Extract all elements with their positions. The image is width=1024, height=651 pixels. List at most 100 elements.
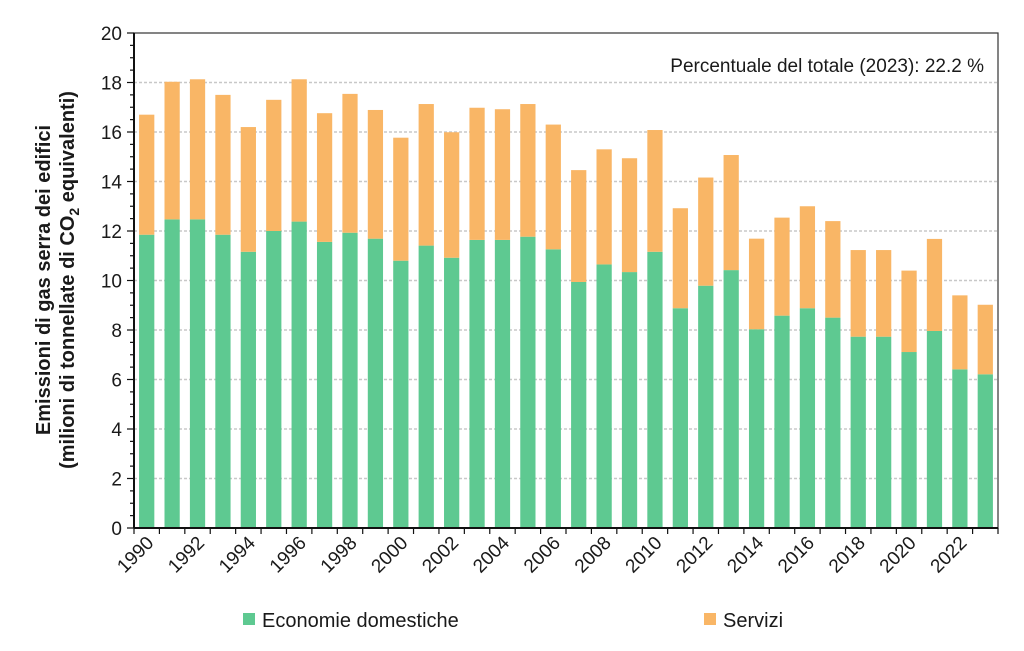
x-tick-label-2012: 2012 xyxy=(673,533,718,578)
bar-servizi-2013 xyxy=(723,155,739,271)
x-tick-label-1992: 1992 xyxy=(164,533,209,578)
bar-economie-domestiche-1990 xyxy=(139,234,155,528)
legend-label-servizi: Servizi xyxy=(723,610,783,632)
bar-servizi-2000 xyxy=(393,137,409,261)
x-tick-label-1998: 1998 xyxy=(317,533,362,578)
bar-servizi-2001 xyxy=(418,104,434,246)
bar-servizi-2009 xyxy=(621,158,638,273)
y-axis-title-line1: Emissioni di gas serra dei edifici xyxy=(33,125,55,435)
bars-group xyxy=(139,79,993,529)
bar-economie-domestiche-2018 xyxy=(850,336,866,528)
bar-servizi-1990 xyxy=(139,114,155,235)
x-tick-label-1994: 1994 xyxy=(215,532,260,577)
bar-economie-domestiche-1993 xyxy=(215,234,231,528)
y-tick-label-6: 6 xyxy=(111,371,122,392)
x-tick-label-2008: 2008 xyxy=(571,533,616,578)
bar-economie-domestiche-2012 xyxy=(698,285,714,528)
bar-economie-domestiche-1991 xyxy=(164,219,180,528)
bar-servizi-2007 xyxy=(571,170,587,282)
bar-servizi-2021 xyxy=(926,238,943,331)
x-tick-label-2014: 2014 xyxy=(723,532,768,577)
bar-economie-domestiche-2014 xyxy=(748,329,765,528)
x-tick-label-2022: 2022 xyxy=(927,533,972,578)
bar-servizi-1995 xyxy=(266,99,282,231)
bar-servizi-2016 xyxy=(799,206,816,309)
x-tick-label-2020: 2020 xyxy=(876,533,921,578)
y-tick-label-16: 16 xyxy=(101,123,122,144)
bar-servizi-2023 xyxy=(977,304,993,375)
bar-economie-domestiche-1992 xyxy=(189,219,206,528)
y-tick-label-10: 10 xyxy=(101,272,122,293)
bar-economie-domestiche-2021 xyxy=(926,330,943,528)
y-tick-label-2: 2 xyxy=(111,470,122,491)
bar-economie-domestiche-2011 xyxy=(672,308,688,528)
x-tick-label-2004: 2004 xyxy=(469,532,514,577)
gridlines xyxy=(134,81,998,480)
bar-servizi-2011 xyxy=(672,208,688,309)
bar-economie-domestiche-2006 xyxy=(545,249,561,528)
bar-servizi-1997 xyxy=(316,113,333,242)
bar-economie-domestiche-1998 xyxy=(342,232,358,529)
y-tick-label-14: 14 xyxy=(101,173,123,194)
bar-servizi-2010 xyxy=(647,130,663,252)
bar-economie-domestiche-2023 xyxy=(977,374,993,528)
bar-servizi-1998 xyxy=(342,93,358,233)
y-tick-label-12: 12 xyxy=(101,222,122,243)
y-tick-label-20: 20 xyxy=(101,24,122,45)
bar-servizi-2012 xyxy=(698,177,714,286)
y-axis-title-line2: (milioni di tonnellate di CO2 equivalent… xyxy=(57,91,82,469)
bar-servizi-2003 xyxy=(469,107,485,240)
bar-servizi-2008 xyxy=(596,149,612,265)
legend-label-economie-domestiche: Economie domestiche xyxy=(262,610,459,632)
bar-economie-domestiche-2004 xyxy=(494,239,511,528)
annotation-percent-total: Percentuale del totale (2023): 22.2 % xyxy=(670,56,984,77)
bar-servizi-1993 xyxy=(215,94,231,235)
bar-servizi-2018 xyxy=(850,250,866,337)
bar-servizi-2005 xyxy=(520,104,536,237)
bar-servizi-2002 xyxy=(444,132,460,258)
bar-servizi-2022 xyxy=(952,295,968,370)
bar-economie-domestiche-2002 xyxy=(444,257,460,528)
bar-servizi-2014 xyxy=(748,238,765,330)
bar-economie-domestiche-2020 xyxy=(901,352,917,528)
bar-economie-domestiche-2015 xyxy=(774,315,790,528)
bar-economie-domestiche-1999 xyxy=(367,238,384,529)
bar-economie-domestiche-2009 xyxy=(621,272,638,528)
legend-swatch-economie-domestiche xyxy=(243,613,255,625)
x-tick-label-2006: 2006 xyxy=(520,533,565,578)
bar-servizi-1992 xyxy=(189,79,206,220)
bar-economie-domestiche-2022 xyxy=(952,369,968,528)
bar-servizi-1991 xyxy=(164,81,180,220)
bar-servizi-1999 xyxy=(367,109,384,239)
bar-servizi-2006 xyxy=(545,124,561,250)
y-axis-title: Emissioni di gas serra dei edifici (mili… xyxy=(33,91,82,469)
bar-economie-domestiche-2017 xyxy=(825,317,841,528)
y-tick-labels: 0 2 4 6 8 10 12 14 16 18 20 xyxy=(101,24,123,540)
bar-economie-domestiche-2019 xyxy=(876,336,892,528)
bar-economie-domestiche-2008 xyxy=(596,264,612,528)
bar-economie-domestiche-1994 xyxy=(240,251,256,529)
bar-economie-domestiche-2010 xyxy=(647,251,663,529)
bar-economie-domestiche-2005 xyxy=(520,236,536,528)
x-tick-label-1996: 1996 xyxy=(266,533,311,578)
x-tick-label-2002: 2002 xyxy=(418,533,463,578)
x-tick-label-2000: 2000 xyxy=(368,533,413,578)
legend-swatch-servizi xyxy=(704,613,716,625)
bar-economie-domestiche-1996 xyxy=(291,221,307,528)
x-tick-label-2016: 2016 xyxy=(774,533,819,578)
bar-economie-domestiche-2016 xyxy=(799,308,816,528)
bar-servizi-2019 xyxy=(876,250,892,337)
bar-servizi-1994 xyxy=(240,127,256,252)
bar-economie-domestiche-2001 xyxy=(418,245,434,529)
bar-economie-domestiche-2007 xyxy=(571,281,587,528)
x-tick-label-2010: 2010 xyxy=(622,533,667,578)
x-tick-label-2018: 2018 xyxy=(825,533,870,578)
bar-economie-domestiche-2003 xyxy=(469,239,485,528)
bar-servizi-2017 xyxy=(825,221,841,318)
y-tick-label-0: 0 xyxy=(111,519,122,540)
y-tick-label-8: 8 xyxy=(111,321,122,342)
y-tick-label-18: 18 xyxy=(101,74,122,95)
bar-servizi-1996 xyxy=(291,79,307,222)
bar-economie-domestiche-2013 xyxy=(723,270,739,528)
